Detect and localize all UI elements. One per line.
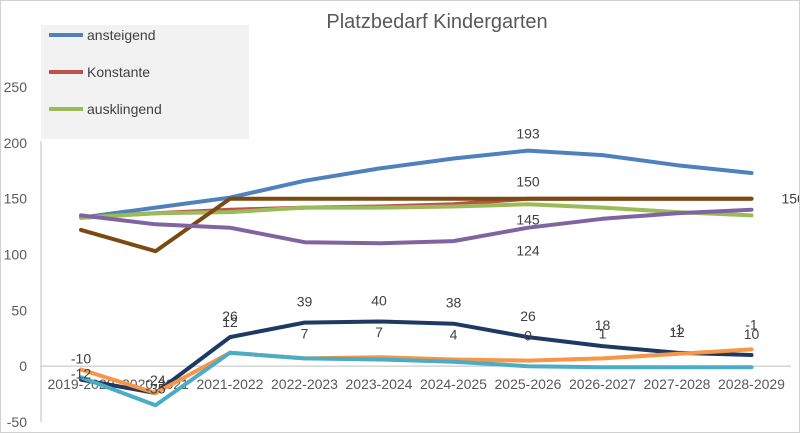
series-line-6	[79, 319, 754, 395]
x-tick-label: 2024-2025	[420, 376, 487, 392]
data-label: 150	[782, 191, 800, 207]
x-tick-label: 2021-2022	[197, 376, 264, 392]
series-lines	[79, 148, 754, 408]
x-tick-label: 2026-2027	[569, 376, 636, 392]
data-label: 124	[516, 243, 540, 259]
legend-label: Konstante	[87, 64, 150, 80]
data-label: -24	[145, 372, 165, 388]
series-line-7	[79, 347, 754, 395]
data-label: 12	[222, 314, 238, 330]
data-labels: 193150145150124-12-242639403826181210-10…	[71, 126, 799, 397]
data-label: 7	[301, 325, 309, 341]
y-tick-label: 0	[19, 358, 27, 374]
data-label: -12	[71, 366, 91, 382]
data-label: 145	[516, 211, 540, 227]
data-label: 26	[222, 308, 238, 324]
data-label: -10	[71, 351, 91, 367]
data-label: 38	[446, 295, 462, 311]
data-label: 40	[371, 293, 387, 309]
data-label: 26	[520, 308, 536, 324]
x-tick-label: 2028-2029	[718, 376, 785, 392]
data-label: -1	[745, 316, 758, 332]
x-tick-label: 2019-2020	[48, 376, 115, 392]
series-line-1	[79, 148, 754, 220]
chart-title: Platzbedarf Kindergarten	[326, 11, 547, 33]
series-line-8	[79, 350, 754, 408]
data-label: 7	[375, 324, 383, 340]
data-label: 4	[450, 326, 458, 342]
data-label: 10	[744, 326, 760, 342]
data-label: 1	[599, 325, 607, 341]
x-tick-label: 2023-2024	[346, 376, 413, 392]
series-line-3	[79, 202, 754, 220]
data-label: 39	[297, 294, 313, 310]
data-label: 18	[595, 317, 611, 333]
data-label: 150	[516, 174, 540, 190]
legend-box	[41, 25, 249, 139]
series-line-5	[79, 207, 754, 246]
y-tick-label: 100	[4, 247, 28, 263]
y-tick-label: 150	[4, 191, 28, 207]
x-tick-label: 2022-2023	[271, 376, 338, 392]
y-tick-label: 50	[11, 302, 27, 318]
legend-label: ausklingend	[87, 101, 162, 117]
legend-label: ansteigend	[87, 27, 156, 43]
data-label: 193	[516, 126, 540, 142]
data-label: -1	[671, 321, 684, 337]
data-label: 0	[524, 328, 532, 344]
data-label: -35	[145, 380, 165, 396]
x-tick-label: 2025-2026	[495, 376, 562, 392]
y-tick-label: 200	[4, 135, 28, 151]
data-label: 12	[669, 324, 685, 340]
x-tick-label: 2027-2028	[644, 376, 711, 392]
legend: ansteigend Konstante ausklingend	[41, 25, 249, 139]
y-tick-label: -50	[7, 414, 27, 430]
y-tick-label: 250	[4, 79, 28, 95]
